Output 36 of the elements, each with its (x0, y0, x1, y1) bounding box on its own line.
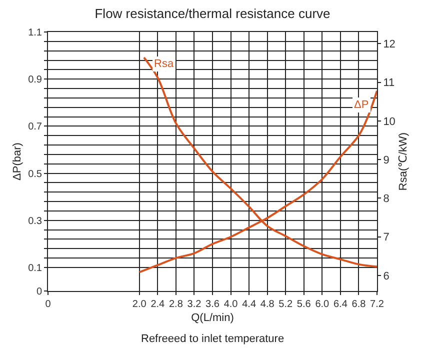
y2-tick-label: 12 (383, 38, 396, 50)
x-tick-label: 2.0 (132, 299, 147, 310)
x-tick-label: 7.2 (370, 299, 384, 310)
y-tick-label: 0 (36, 286, 42, 298)
y2-tick-label: 8 (383, 193, 390, 206)
x-tick-label: 6.4 (333, 299, 348, 310)
y2-tick-label: 10 (383, 116, 396, 128)
y2-tick-label: 11 (383, 77, 395, 90)
y-tick-label: 0.7 (28, 122, 42, 133)
y-axis-title: ΔP(bar) (12, 142, 24, 180)
x-tick-label: 5.6 (296, 299, 312, 310)
y2-tick-label: 7 (383, 232, 390, 244)
x-tick-label: 4.4 (242, 299, 256, 310)
x-tick-label: 4.8 (260, 299, 275, 310)
x-tick-label: 2.8 (168, 299, 184, 310)
y2-tick-label: 9 (383, 154, 390, 166)
y-tick-label: 0.3 (28, 216, 42, 227)
chart-title: Flow resistance/thermal resistance curve (94, 6, 330, 21)
x-tick-label: 6.0 (315, 299, 330, 310)
y2-tick-label: 6 (383, 270, 390, 282)
y-tick-label: 0.9 (28, 74, 42, 86)
series-label: ΔP (354, 99, 369, 111)
x-tick-label: 4.0 (224, 299, 238, 310)
y2-axis-title: Rsa(℃/kW) (398, 132, 410, 191)
y-tick-label: 1.1 (28, 28, 42, 38)
y-tick-label: 0.5 (28, 168, 42, 180)
x-tick-label: 0 (45, 299, 52, 310)
x-tick-label: 3.2 (187, 299, 202, 310)
x-tick-label: 5.2 (278, 299, 293, 310)
x-tick-label: 6.8 (352, 299, 366, 310)
series-label: Rsa (154, 58, 174, 70)
x-tick-label: 2.4 (150, 299, 166, 310)
x-axis-title: Q(L/min) (191, 312, 234, 324)
x-tick-label: 3.6 (206, 299, 220, 310)
y-tick-label: 0.1 (28, 262, 42, 274)
text: Refreeed to inlet temperature (141, 333, 284, 345)
